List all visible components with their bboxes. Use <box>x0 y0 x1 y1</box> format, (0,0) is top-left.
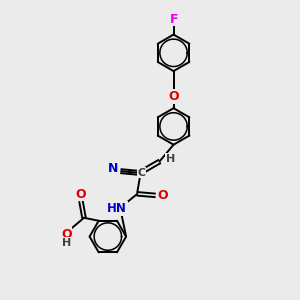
Text: F: F <box>170 13 178 26</box>
Text: O: O <box>61 228 72 241</box>
Text: O: O <box>157 189 168 202</box>
Text: HN: HN <box>107 202 127 215</box>
Text: H: H <box>166 154 175 164</box>
Text: C: C <box>138 168 146 178</box>
Text: N: N <box>108 162 118 175</box>
Text: O: O <box>168 90 179 103</box>
Text: H: H <box>62 238 71 248</box>
Text: O: O <box>76 188 86 201</box>
